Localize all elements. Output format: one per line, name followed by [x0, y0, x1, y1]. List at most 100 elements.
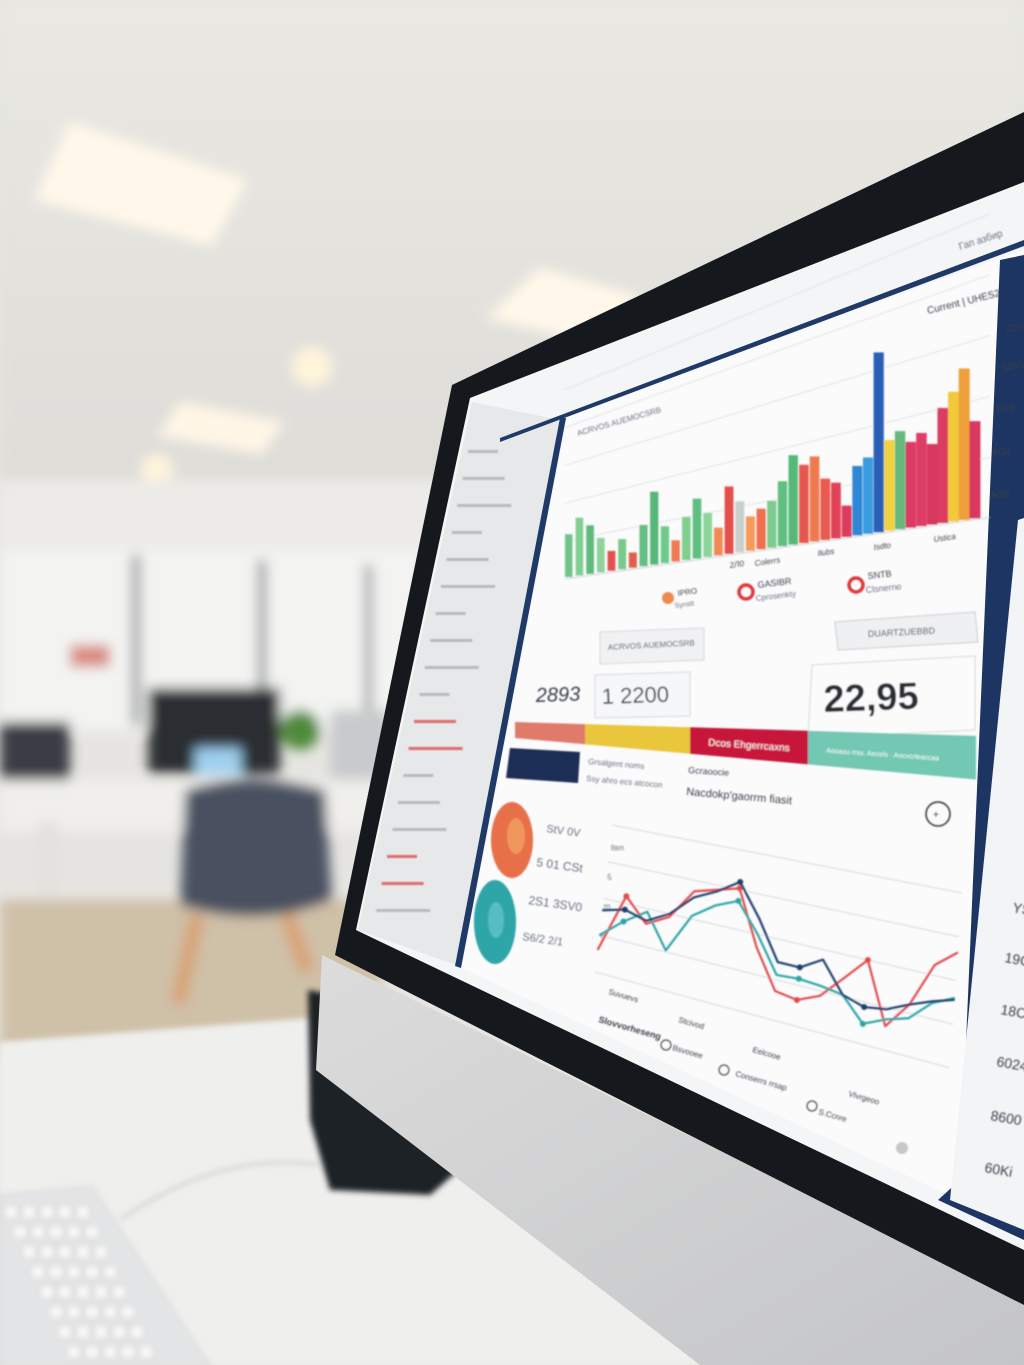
highlight-label-box	[834, 611, 979, 651]
x-category-label: Ustica	[933, 532, 957, 544]
keyboard-key	[66, 1344, 82, 1360]
sidebar-item	[441, 585, 495, 588]
highlight-card	[807, 655, 976, 739]
bar	[628, 552, 637, 568]
gridline	[564, 335, 991, 466]
y-tick-label: 50VI	[1001, 360, 1024, 374]
red-sign	[70, 645, 110, 667]
y-tick-label: 5	[607, 873, 612, 882]
data-point	[796, 964, 803, 971]
keyboard-key	[102, 1264, 118, 1280]
keyboard-key	[93, 1324, 109, 1340]
monitor-chin	[316, 955, 1024, 1365]
add-button-ring	[925, 801, 951, 827]
gridline	[564, 395, 991, 504]
sidebar-item	[381, 882, 424, 885]
keyboard-key	[39, 1204, 55, 1220]
keyboard-key	[30, 1264, 46, 1280]
line-chart	[596, 879, 959, 1028]
bar	[565, 534, 573, 577]
bar	[873, 352, 884, 533]
keyboard-key	[75, 1204, 91, 1220]
donut-teal[interactable]: 2S1 3SV0 S6/2 2/1	[474, 880, 583, 964]
bar	[767, 500, 777, 548]
donut-label: S6/2 2/1	[522, 931, 564, 949]
keyboard-key	[66, 1304, 82, 1320]
line-chart-y-ticks: 6 m 5 Iten	[600, 843, 624, 940]
scroll-indicator[interactable]	[896, 1142, 908, 1154]
bar-chart-y-ticks: A00 600 609 50VI 20Y	[989, 321, 1024, 502]
data-point	[621, 906, 628, 913]
sidebar-item	[392, 828, 447, 831]
legend-title: SNTB	[867, 569, 892, 581]
keyboard-key	[66, 1264, 82, 1280]
data-point	[620, 918, 627, 925]
kpi-value-a: 2893	[534, 683, 580, 707]
legend-subtitle: Synstt	[674, 600, 694, 610]
gridline	[564, 274, 991, 429]
right-panel	[950, 518, 1024, 1230]
donut-orange[interactable]: StV 0V 5 01 CSt	[491, 802, 584, 878]
bar	[894, 431, 906, 530]
orange-pin-icon	[662, 592, 674, 604]
legend-title: IPRO	[677, 586, 698, 598]
bar	[916, 432, 927, 527]
y-tick-label: m	[604, 902, 611, 911]
gridline	[611, 824, 963, 894]
keyboard-key	[84, 1304, 100, 1320]
clock-icon	[806, 1100, 818, 1112]
keyboard-key	[120, 1304, 136, 1320]
keyboard-key	[57, 1244, 73, 1260]
window-frame	[365, 565, 372, 725]
legend-item-sntb[interactable]: SNTB Clsnerrю	[847, 569, 902, 595]
bar	[724, 486, 734, 554]
gridline	[594, 971, 951, 1069]
bar	[799, 464, 809, 544]
keyboard-key	[129, 1324, 145, 1340]
donut-label: StV 0V	[546, 823, 582, 840]
right-panel-values: YS 19C 18CA 6024 8600 60Ki	[983, 899, 1024, 1180]
gridline	[603, 898, 957, 981]
keyboard-key	[21, 1244, 37, 1260]
bar	[841, 505, 852, 537]
data-point	[864, 957, 871, 963]
bar	[639, 524, 648, 567]
sidebar-item	[446, 558, 489, 561]
add-button[interactable]: +	[925, 801, 951, 827]
clock-icon	[718, 1064, 730, 1076]
donut-label: 5 01 CSt	[536, 855, 585, 875]
right-panel-value: 6024	[995, 1053, 1024, 1074]
plus-icon: +	[933, 810, 939, 821]
keyboard-key	[138, 1344, 154, 1360]
primary-button[interactable]	[506, 748, 580, 783]
data-point	[736, 885, 743, 892]
keyboard-key	[111, 1284, 127, 1300]
window-frame	[258, 560, 266, 725]
bar	[777, 481, 788, 547]
bar	[607, 550, 616, 571]
sidebar-item	[435, 612, 466, 615]
bar	[596, 537, 605, 573]
x-category-label: Isdto	[873, 541, 892, 552]
ceiling-light	[158, 402, 284, 454]
sidebar-item	[414, 720, 456, 723]
keyboard-key	[57, 1204, 73, 1220]
y-tick-label: 20Y	[1005, 321, 1024, 335]
bar	[745, 516, 755, 551]
sidebar-item	[462, 477, 505, 480]
keyboard-keys	[3, 1204, 154, 1360]
bar	[660, 526, 670, 564]
sidebar-panel	[358, 402, 560, 965]
legend-subtitle: Clsnerrю	[865, 581, 902, 595]
sidebar-item	[387, 855, 417, 858]
sidebar-item	[376, 909, 431, 912]
top-bar-line	[500, 240, 1024, 442]
bar	[618, 539, 627, 570]
bar	[713, 527, 723, 556]
data-point	[795, 975, 802, 982]
keyboard-key	[75, 1324, 91, 1340]
legend-item-ipro[interactable]: IPRO Synstt	[662, 586, 698, 610]
cable	[119, 1160, 321, 1222]
bar	[671, 540, 680, 562]
